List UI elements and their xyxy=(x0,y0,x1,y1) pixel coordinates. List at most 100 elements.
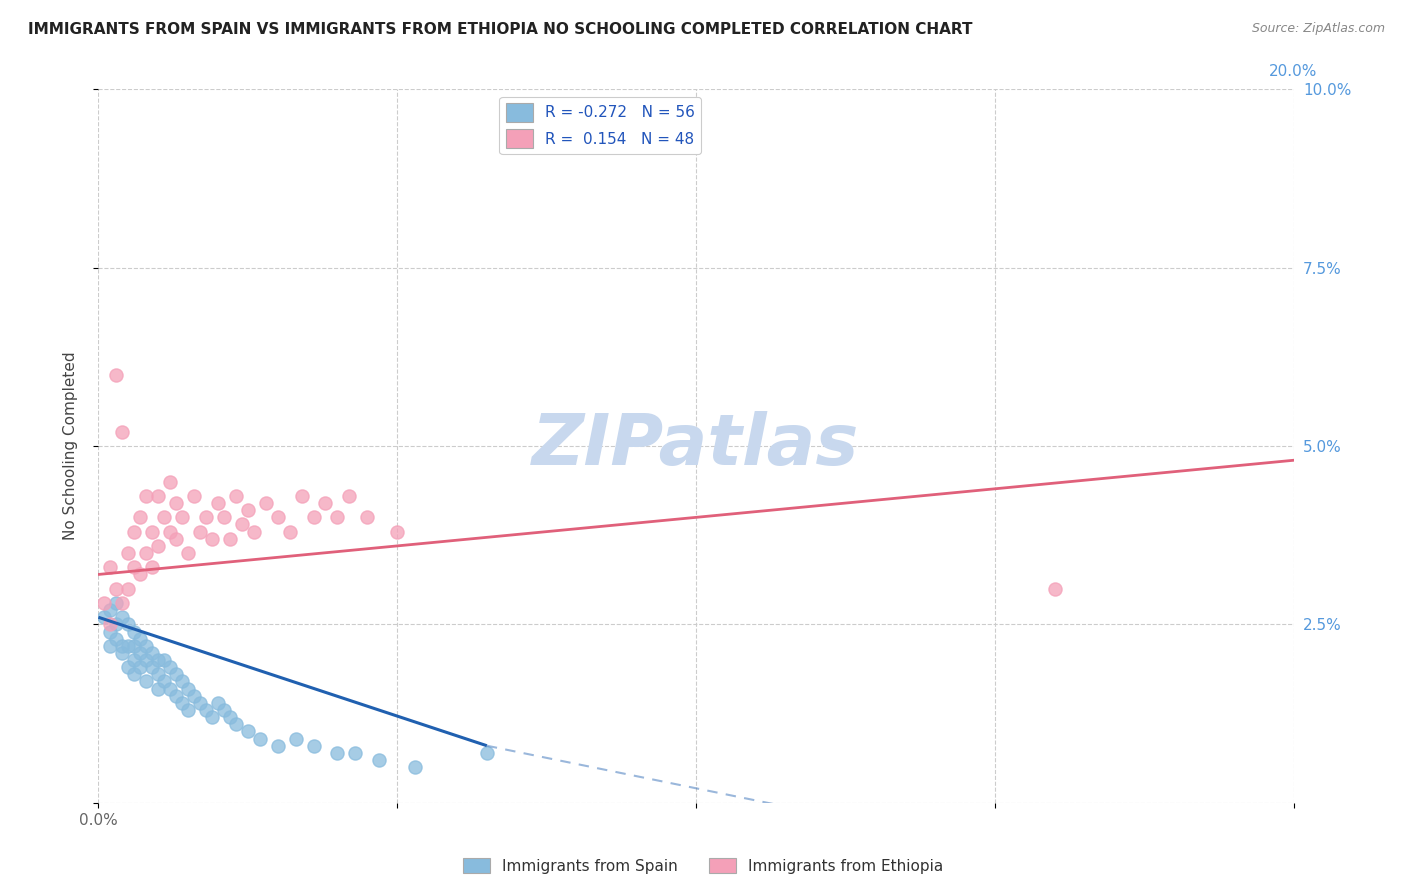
Point xyxy=(172,674,194,689)
Point xyxy=(148,653,170,667)
Point xyxy=(159,475,181,489)
Point xyxy=(284,731,307,746)
Point xyxy=(117,639,139,653)
Point xyxy=(195,510,218,524)
Point xyxy=(165,496,187,510)
Point xyxy=(177,703,200,717)
Point xyxy=(135,653,157,667)
Point xyxy=(177,681,200,696)
Point xyxy=(183,689,205,703)
Point xyxy=(183,489,205,503)
Point xyxy=(236,724,259,739)
Point xyxy=(172,696,194,710)
Point xyxy=(219,532,242,546)
Point xyxy=(141,560,163,574)
Point xyxy=(326,510,349,524)
Point xyxy=(129,660,152,674)
Point xyxy=(148,539,170,553)
Point xyxy=(135,674,157,689)
Text: ZIPatlas: ZIPatlas xyxy=(533,411,859,481)
Point xyxy=(385,524,409,539)
Point xyxy=(249,731,271,746)
Point xyxy=(159,660,181,674)
Point xyxy=(129,567,152,582)
Point xyxy=(326,746,349,760)
Point xyxy=(267,739,290,753)
Point xyxy=(302,739,325,753)
Point xyxy=(124,653,146,667)
Point xyxy=(315,496,337,510)
Point xyxy=(141,524,163,539)
Point xyxy=(231,517,253,532)
Point xyxy=(148,489,170,503)
Point xyxy=(100,624,122,639)
Point xyxy=(212,703,235,717)
Point xyxy=(111,610,134,624)
Point xyxy=(124,639,146,653)
Point xyxy=(100,560,122,574)
Point xyxy=(278,524,301,539)
Point xyxy=(124,624,146,639)
Point xyxy=(141,660,163,674)
Point xyxy=(105,582,128,596)
Point xyxy=(201,532,224,546)
Point xyxy=(124,560,146,574)
Point xyxy=(212,510,235,524)
Point xyxy=(93,610,115,624)
Point xyxy=(135,639,157,653)
Point xyxy=(111,639,134,653)
Point xyxy=(105,596,128,610)
Point xyxy=(153,510,176,524)
Point xyxy=(117,660,139,674)
Point xyxy=(117,582,139,596)
Point xyxy=(100,617,122,632)
Point xyxy=(475,746,498,760)
Point xyxy=(124,524,146,539)
Text: Source: ZipAtlas.com: Source: ZipAtlas.com xyxy=(1251,22,1385,36)
Point xyxy=(254,496,277,510)
Point xyxy=(165,667,187,681)
Point xyxy=(159,681,181,696)
Point xyxy=(129,510,152,524)
Point xyxy=(195,703,218,717)
Point xyxy=(177,546,200,560)
Point xyxy=(141,646,163,660)
Point xyxy=(172,510,194,524)
Point xyxy=(243,524,266,539)
Point xyxy=(302,510,325,524)
Point xyxy=(117,546,139,560)
Point xyxy=(153,653,176,667)
Point xyxy=(105,617,128,632)
Point xyxy=(153,674,176,689)
Point xyxy=(111,425,134,439)
Point xyxy=(201,710,224,724)
Point xyxy=(368,753,391,767)
Point xyxy=(404,760,426,774)
Y-axis label: No Schooling Completed: No Schooling Completed xyxy=(63,351,77,541)
Point xyxy=(225,717,247,731)
Point xyxy=(236,503,259,517)
Point xyxy=(129,632,152,646)
Point xyxy=(159,524,181,539)
Point xyxy=(105,368,128,382)
Legend: Immigrants from Spain, Immigrants from Ethiopia: Immigrants from Spain, Immigrants from E… xyxy=(457,852,949,880)
Point xyxy=(100,639,122,653)
Point xyxy=(207,496,229,510)
Point xyxy=(129,646,152,660)
Point xyxy=(111,646,134,660)
Point xyxy=(188,524,211,539)
Point xyxy=(165,689,187,703)
Point xyxy=(207,696,229,710)
Point xyxy=(135,546,157,560)
Point xyxy=(1043,582,1066,596)
Point xyxy=(135,489,157,503)
Point xyxy=(105,632,128,646)
Point xyxy=(148,681,170,696)
Point xyxy=(356,510,378,524)
Point xyxy=(344,746,367,760)
Point xyxy=(339,489,360,503)
Text: IMMIGRANTS FROM SPAIN VS IMMIGRANTS FROM ETHIOPIA NO SCHOOLING COMPLETED CORRELA: IMMIGRANTS FROM SPAIN VS IMMIGRANTS FROM… xyxy=(28,22,973,37)
Point xyxy=(93,596,115,610)
Point xyxy=(267,510,290,524)
Point xyxy=(148,667,170,681)
